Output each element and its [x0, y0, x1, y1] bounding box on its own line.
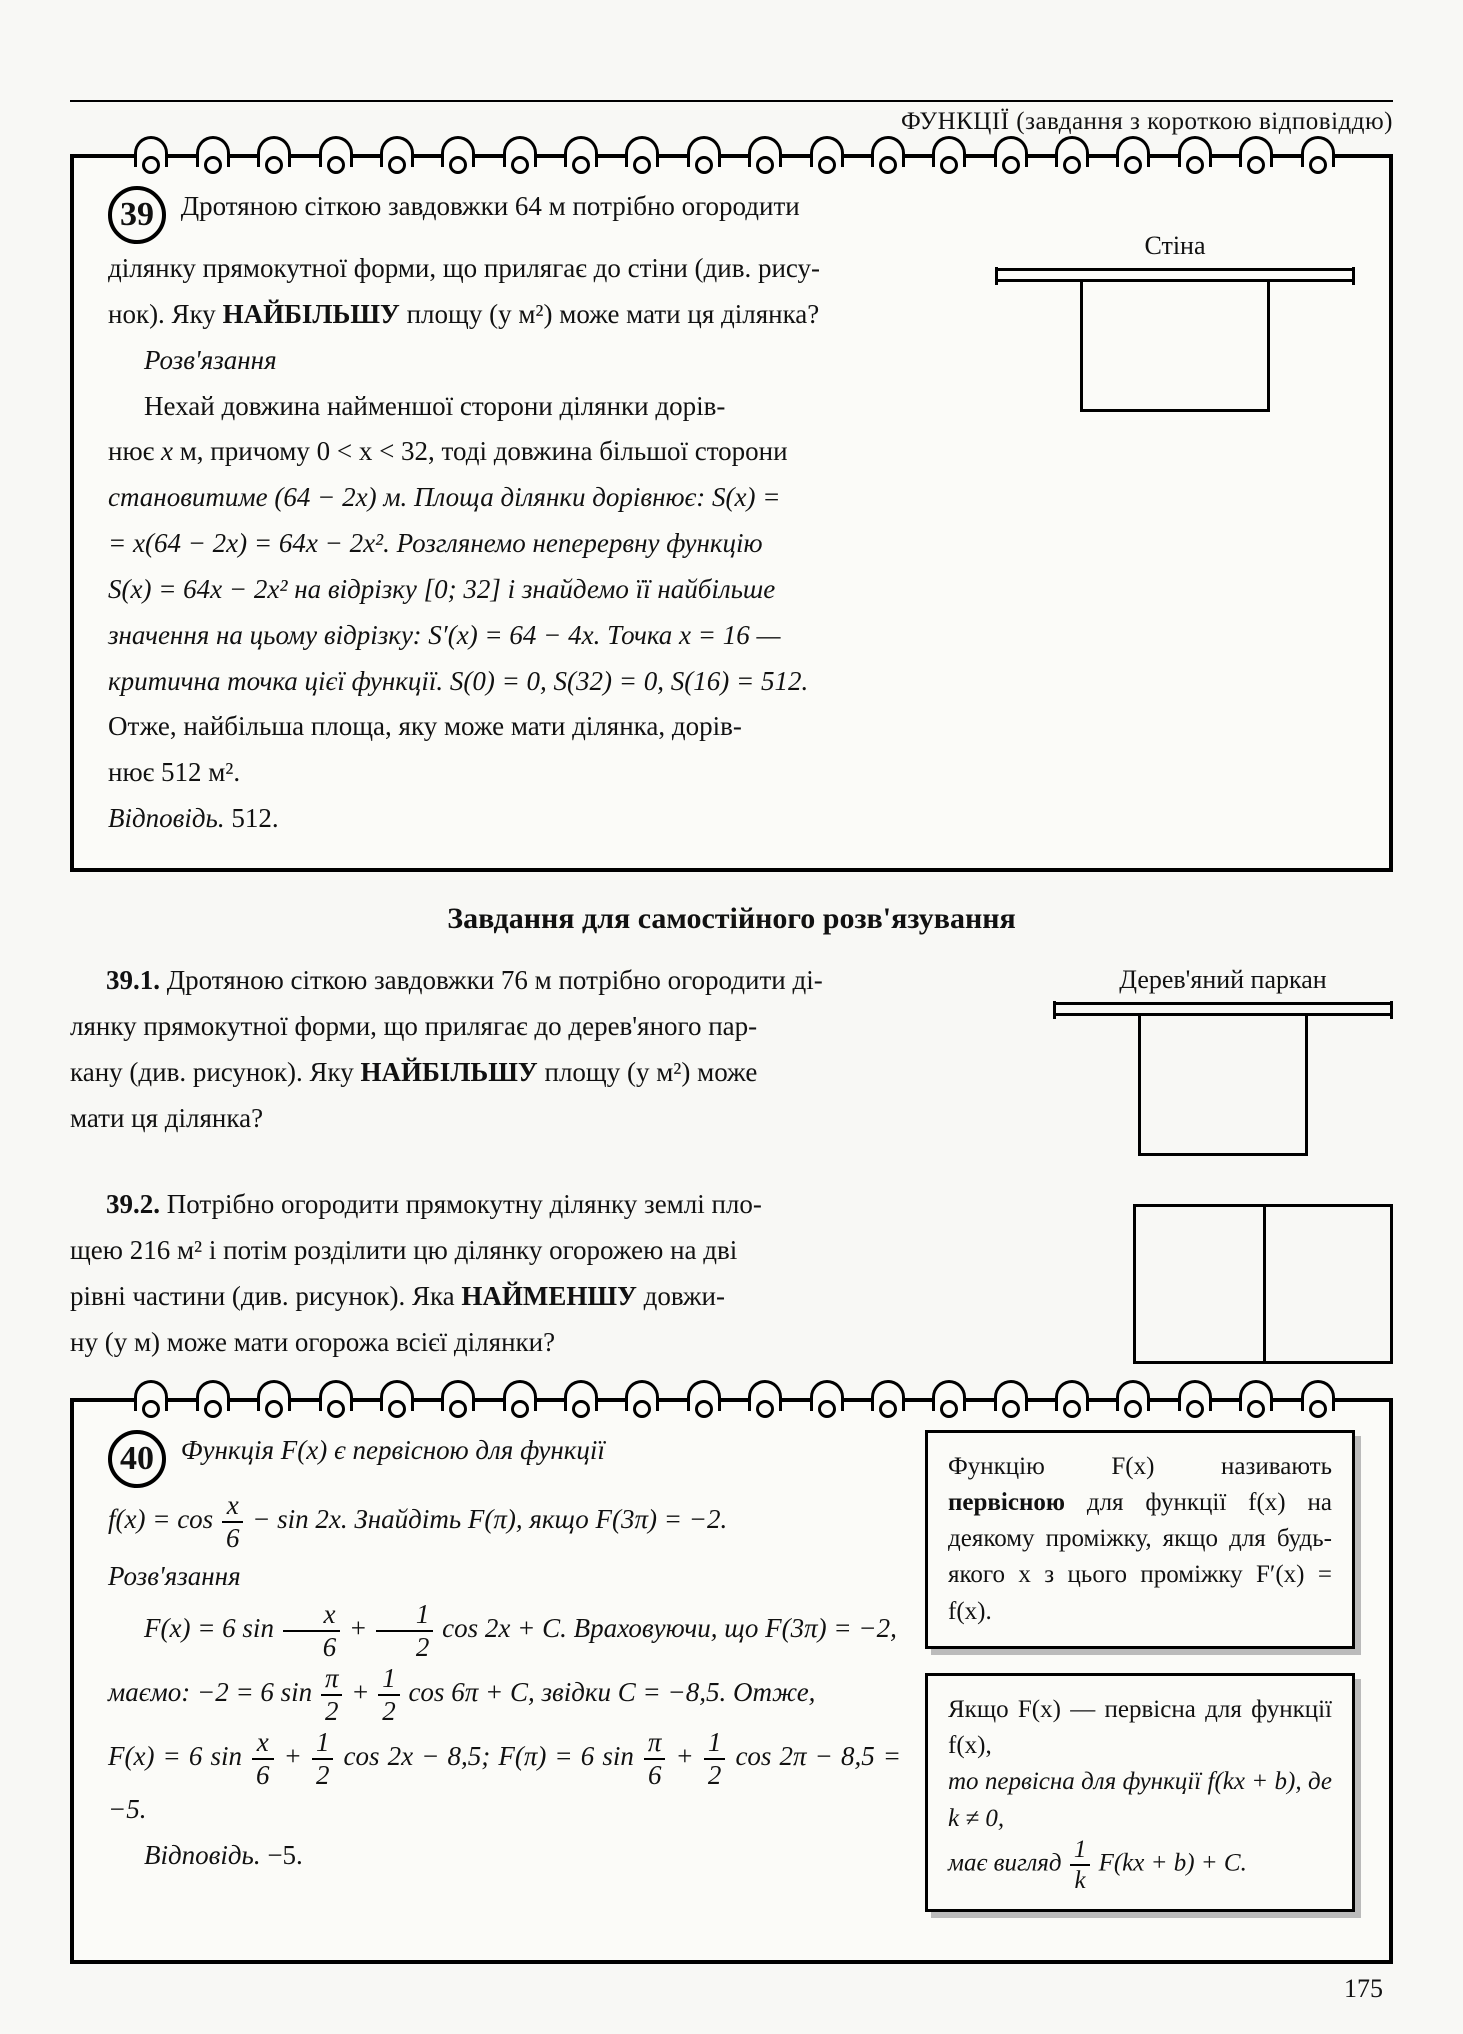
- p39-sol6: значення на цьому відрізку: S′(x) = 64 −…: [108, 615, 971, 657]
- header-rule: [70, 100, 1393, 102]
- p392-e: ну (у м) може мати огорожа всієї ділянки…: [70, 1322, 1109, 1364]
- page-header: ФУНКЦІЇ (завдання з короткою відповіддю): [70, 108, 1393, 136]
- p40-s3c: cos 2x − 8,5; F(π) = 6 sin: [344, 1742, 642, 1772]
- box2-b: то первісна для функції f(kx + b), де k …: [948, 1764, 1332, 1837]
- p39-sol4: = x(64 − 2x) = 64x − 2x². Розглянемо неп…: [108, 523, 971, 565]
- problem-39-1: 39.1. Дротяною сіткою завдовжки 76 м пот…: [70, 960, 1393, 1156]
- page-root: ФУНКЦІЇ (завдання з короткою відповіддю)…: [0, 0, 1463, 2034]
- definition-box: Функцію F(x) називають первісною для фун…: [925, 1430, 1355, 1649]
- frac-12-3: 12: [312, 1729, 334, 1789]
- spiral-binding-2: [74, 1380, 1389, 1420]
- plot-rect-391: [1138, 1016, 1308, 1156]
- problem-39-text: 39 Дротяною сіткою завдовжки 64 м потріб…: [108, 186, 971, 844]
- p392-d: довжи-: [637, 1281, 725, 1311]
- problem-40-number: 40: [108, 1430, 166, 1488]
- frac-12-4: 12: [704, 1729, 726, 1789]
- p392-b: щею 216 м² і потім розділити цю ділянку …: [70, 1230, 1109, 1272]
- problem-39-figure: Стіна: [995, 186, 1355, 412]
- problem-39-1-figure: Дерев'яний паркан: [1053, 960, 1393, 1156]
- p39-sol2a: нює: [108, 436, 161, 466]
- frac-x6-2: x6: [283, 1601, 341, 1661]
- frac-pi6-1: π6: [644, 1729, 666, 1789]
- problem-39-number: 39: [108, 186, 166, 244]
- p39-line3a: нок). Яку: [108, 299, 223, 329]
- fence-label-391: Дерев'яний паркан: [1053, 960, 1393, 1000]
- p39-ans-label: Відповідь.: [108, 803, 225, 833]
- page-number: 175: [1344, 1974, 1383, 2004]
- frac-12-2: 12: [378, 1665, 400, 1725]
- problem-39-2: 39.2. Потрібно огородити прямокутну діля…: [70, 1184, 1393, 1367]
- p391-a: Дротяною сіткою завдовжки 76 м потрібно …: [160, 965, 823, 995]
- p39-sol2b: м, причому 0 < x < 32, тоді довжина біль…: [173, 436, 788, 466]
- p40-s3a: F(x) = 6 sin: [108, 1742, 250, 1772]
- problem-39-2-figure: [1133, 1184, 1393, 1364]
- box2-a: Якщо F(x) — первісна для функції f(x),: [948, 1692, 1332, 1765]
- box2-d: F(kx + b) + C.: [1099, 1850, 1247, 1877]
- p40-s1b: +: [349, 1614, 374, 1644]
- p39-line3b: площу (у м²) може мати ця ділянка?: [400, 299, 819, 329]
- split-rect-392: [1133, 1204, 1393, 1364]
- p40-ans-label: Відповідь.: [144, 1840, 261, 1870]
- problem-40-text: 40 Функція F(x) є первісною для функції …: [108, 1430, 901, 1882]
- p391-b: лянку прямокутної форми, що прилягає до …: [70, 1006, 1029, 1048]
- p39-bold: НАЙБІЛЬШУ: [223, 299, 400, 329]
- p392-c: рівні частини (див. рисунок). Яка: [70, 1281, 461, 1311]
- p40-s1a: F(x) = 6 sin: [144, 1614, 281, 1644]
- p40-rozv: Розв'язання: [108, 1556, 901, 1598]
- p39-line1: Дротяною сіткою завдовжки 64 м потрібно …: [181, 191, 800, 221]
- problem-40-box: 40 Функція F(x) є первісною для функції …: [70, 1398, 1393, 1964]
- frac-pi2-1: π2: [321, 1665, 343, 1725]
- p40-s2c: cos 6π + C, звідки C = −8,5. Отже,: [408, 1678, 815, 1708]
- frac-1k: 1k: [1070, 1837, 1091, 1893]
- problem-39-box: 39 Дротяною сіткою завдовжки 64 м потріб…: [70, 154, 1393, 872]
- box1-a: Функцію F(x) називають: [948, 1453, 1332, 1480]
- p40-s3b: +: [284, 1742, 310, 1772]
- p391-bold: НАЙБІЛЬШУ: [360, 1057, 537, 1087]
- p39-rozv: Розв'язання: [108, 340, 971, 382]
- spiral-binding: [74, 136, 1389, 176]
- wall-line-39: [995, 268, 1355, 282]
- problem-40-sideboxes: Функцію F(x) називають первісною для фун…: [925, 1430, 1355, 1936]
- section-title: Завдання для самостійного розв'язування: [70, 902, 1393, 936]
- p391-num: 39.1.: [106, 965, 160, 995]
- p39-sol7: критична точка цієї функції. S(0) = 0, S…: [108, 661, 971, 703]
- p39-ans: 512.: [225, 803, 279, 833]
- p392-bold: НАЙМЕНШУ: [461, 1281, 636, 1311]
- frac-12-1: 12: [376, 1601, 434, 1661]
- p39-sol8: Отже, найбільша площа, яку може мати діл…: [108, 706, 971, 748]
- frac-x6-3: x6: [252, 1729, 274, 1789]
- p40-s3d: +: [676, 1742, 702, 1772]
- p40-prompt: Функція F(x) є первісною для функції: [181, 1435, 605, 1465]
- p40-ans: −5.: [261, 1840, 303, 1870]
- p391-c: кану (див. рисунок). Яку: [70, 1057, 360, 1087]
- p39-sol3: становитиме (64 − 2x) м. Площа ділянки д…: [108, 477, 971, 519]
- p40-eq-a: f(x) = cos: [108, 1504, 220, 1534]
- p40-s2a: маємо: −2 = 6 sin: [108, 1678, 319, 1708]
- p391-d: площу (у м²) може: [538, 1057, 758, 1087]
- p39-sol2v: x: [161, 436, 173, 466]
- box2-c: має вигляд: [948, 1850, 1068, 1877]
- frac-x6-1: x6: [222, 1492, 244, 1552]
- wall-line-391: [1053, 1002, 1393, 1016]
- p39-sol1: Нехай довжина найменшої сторони ділянки …: [108, 386, 971, 428]
- plot-rect-39: [1080, 282, 1270, 412]
- p392-num: 39.2.: [106, 1189, 160, 1219]
- p39-sol9: нює 512 м².: [108, 752, 971, 794]
- split-divider: [1263, 1207, 1266, 1361]
- p39-sol5: S(x) = 64x − 2x² на відрізку [0; 32] і з…: [108, 569, 971, 611]
- wall-label-39: Стіна: [995, 226, 1355, 266]
- p40-s1c: cos 2x + C. Враховуючи, що F(3π) = −2,: [442, 1614, 897, 1644]
- box1-b: первісною: [948, 1489, 1065, 1516]
- p40-eq-b: − sin 2x. Знайдіть F(π), якщо F(3π) = −2…: [252, 1504, 727, 1534]
- p40-s2b: +: [351, 1678, 376, 1708]
- p392-a: Потрібно огородити прямокутну ділянку зе…: [160, 1189, 762, 1219]
- rule-box: Якщо F(x) — первісна для функції f(x), т…: [925, 1673, 1355, 1912]
- p39-line2: ділянку прямокутної форми, що прилягає д…: [108, 248, 971, 290]
- p391-e: мати ця ділянка?: [70, 1098, 1029, 1140]
